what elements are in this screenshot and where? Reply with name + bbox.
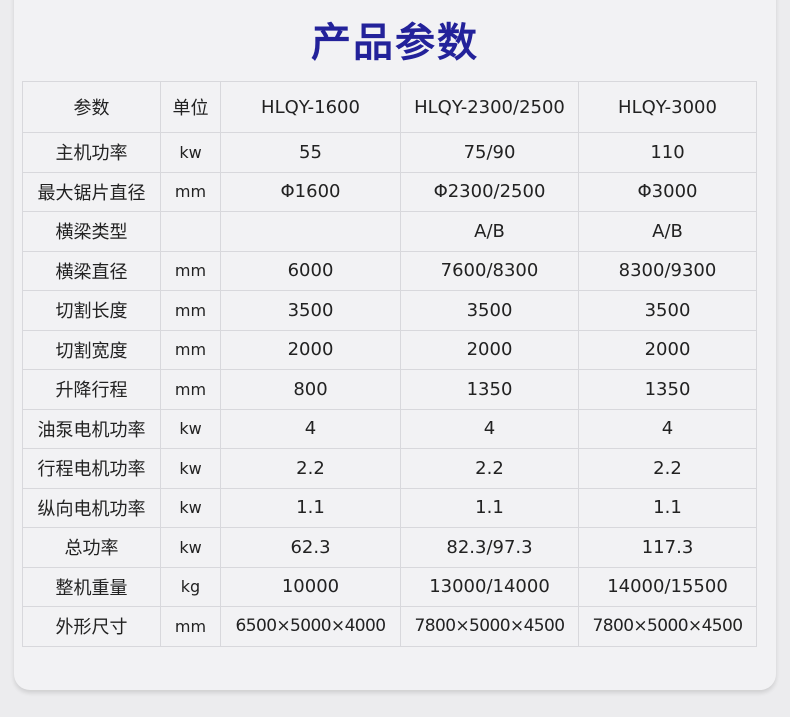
- cell-hlqy-2300-2500: 82.3/97.3: [400, 527, 579, 568]
- cell-hlqy-2300-2500: 1.1: [400, 487, 579, 528]
- table-row: 横梁类型 A/B A/B: [22, 211, 757, 252]
- header-hlqy-1600: HLQY-1600: [220, 81, 401, 133]
- cell-hlqy-3000: 110: [578, 132, 757, 173]
- cell-hlqy-2300-2500: 1350: [400, 369, 579, 410]
- cell-param: 整机重量: [22, 566, 161, 607]
- table-row: 主机功率 kw 55 75/90 110: [22, 132, 757, 173]
- cell-unit: kw: [160, 448, 221, 489]
- cell-hlqy-1600: 55: [220, 132, 401, 173]
- cell-param: 横梁类型: [22, 211, 161, 252]
- cell-unit: [160, 211, 221, 252]
- cell-unit: kw: [160, 487, 221, 528]
- cell-hlqy-1600: 10000: [220, 566, 401, 607]
- cell-hlqy-3000: 2.2: [578, 448, 757, 489]
- cell-hlqy-2300-2500: Φ2300/2500: [400, 171, 579, 212]
- table-row: 切割长度 mm 3500 3500 3500: [22, 290, 757, 331]
- table-row: 纵向电机功率 kw 1.1 1.1 1.1: [22, 487, 757, 528]
- cell-param: 外形尺寸: [22, 606, 161, 647]
- cell-hlqy-1600: 4: [220, 408, 401, 449]
- cell-hlqy-3000: 14000/15500: [578, 566, 757, 607]
- spec-table: 参数 单位 HLQY-1600 HLQY-2300/2500 HLQY-3000 主机功率…: [22, 81, 757, 647]
- cell-hlqy-3000: 1.1: [578, 487, 757, 528]
- cell-unit: mm: [160, 171, 221, 212]
- cell-param: 纵向电机功率: [22, 487, 161, 528]
- cell-hlqy-1600: 800: [220, 369, 401, 410]
- cell-unit: kw: [160, 132, 221, 173]
- cell-param: 最大锯片直径: [22, 171, 161, 212]
- header-param: 参数: [22, 81, 161, 133]
- cell-param: 油泵电机功率: [22, 408, 161, 449]
- table-header-row: 参数 单位 HLQY-1600 HLQY-2300/2500 HLQY-3000: [22, 81, 757, 133]
- cell-hlqy-1600: 1.1: [220, 487, 401, 528]
- table-row: 油泵电机功率 kw 4 4 4: [22, 408, 757, 449]
- table-row: 最大锯片直径 mm Φ1600 Φ2300/2500 Φ3000: [22, 171, 757, 212]
- cell-unit: mm: [160, 290, 221, 331]
- cell-hlqy-1600: 3500: [220, 290, 401, 331]
- cell-param: 行程电机功率: [22, 448, 161, 489]
- cell-unit: kw: [160, 527, 221, 568]
- table-row: 横梁直径 mm 6000 7600/8300 8300/9300: [22, 250, 757, 291]
- table-row: 行程电机功率 kw 2.2 2.2 2.2: [22, 448, 757, 489]
- cell-hlqy-3000: A/B: [578, 211, 757, 252]
- cell-hlqy-3000: 117.3: [578, 527, 757, 568]
- cell-unit: mm: [160, 369, 221, 410]
- cell-unit: mm: [160, 250, 221, 291]
- cell-hlqy-3000: 3500: [578, 290, 757, 331]
- cell-param: 横梁直径: [22, 250, 161, 291]
- cell-param: 切割宽度: [22, 329, 161, 370]
- cell-hlqy-1600: 2.2: [220, 448, 401, 489]
- header-hlqy-2300-2500: HLQY-2300/2500: [400, 81, 579, 133]
- cell-hlqy-3000: 1350: [578, 369, 757, 410]
- table-row: 升降行程 mm 800 1350 1350: [22, 369, 757, 410]
- cell-hlqy-3000: 8300/9300: [578, 250, 757, 291]
- table-row: 整机重量 kg 10000 13000/14000 14000/15500: [22, 566, 757, 607]
- cell-unit: kg: [160, 566, 221, 607]
- cell-hlqy-3000: 2000: [578, 329, 757, 370]
- cell-param: 切割长度: [22, 290, 161, 331]
- cell-unit: kw: [160, 408, 221, 449]
- cell-param: 总功率: [22, 527, 161, 568]
- cell-hlqy-2300-2500: 2000: [400, 329, 579, 370]
- cell-hlqy-1600: 6500×5000×4000: [220, 606, 401, 647]
- cell-hlqy-1600: 62.3: [220, 527, 401, 568]
- cell-unit: mm: [160, 606, 221, 647]
- cell-param: 升降行程: [22, 369, 161, 410]
- cell-hlqy-1600: 2000: [220, 329, 401, 370]
- table-row: 总功率 kw 62.3 82.3/97.3 117.3: [22, 527, 757, 568]
- cell-hlqy-2300-2500: 4: [400, 408, 579, 449]
- cell-hlqy-2300-2500: A/B: [400, 211, 579, 252]
- cell-hlqy-2300-2500: 7600/8300: [400, 250, 579, 291]
- table-row: 切割宽度 mm 2000 2000 2000: [22, 329, 757, 370]
- cell-hlqy-2300-2500: 75/90: [400, 132, 579, 173]
- header-hlqy-3000: HLQY-3000: [578, 81, 757, 133]
- cell-hlqy-3000: Φ3000: [578, 171, 757, 212]
- cell-hlqy-2300-2500: 7800×5000×4500: [400, 606, 579, 647]
- cell-hlqy-2300-2500: 2.2: [400, 448, 579, 489]
- cell-hlqy-3000: 7800×5000×4500: [578, 606, 757, 647]
- cell-hlqy-3000: 4: [578, 408, 757, 449]
- page-title: 产品参数: [311, 20, 479, 66]
- cell-unit: mm: [160, 329, 221, 370]
- header-unit: 单位: [160, 81, 221, 133]
- table-row: 外形尺寸 mm 6500×5000×4000 7800×5000×4500 7800×5…: [22, 606, 757, 647]
- cell-hlqy-2300-2500: 3500: [400, 290, 579, 331]
- cell-hlqy-1600: [220, 211, 401, 252]
- cell-hlqy-1600: 6000: [220, 250, 401, 291]
- cell-hlqy-2300-2500: 13000/14000: [400, 566, 579, 607]
- cell-param: 主机功率: [22, 132, 161, 173]
- cell-hlqy-1600: Φ1600: [220, 171, 401, 212]
